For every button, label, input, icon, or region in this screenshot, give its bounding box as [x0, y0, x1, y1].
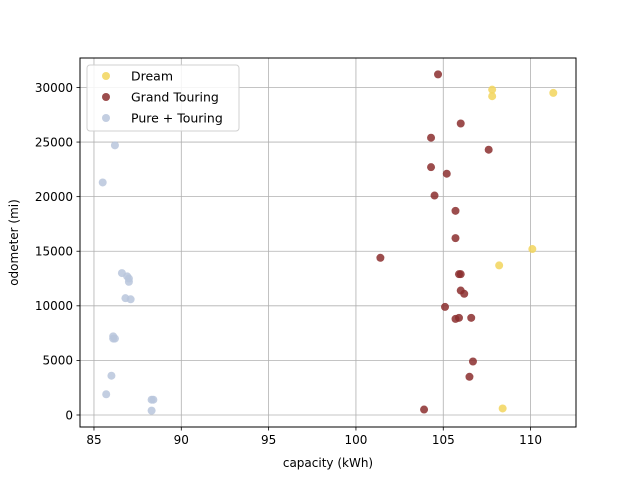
legend-label: Pure + Touring — [131, 111, 223, 126]
data-point — [376, 253, 385, 262]
data-point — [107, 371, 116, 380]
data-point — [495, 261, 504, 270]
y-tick-label: 5000 — [42, 354, 73, 368]
x-tick-label: 90 — [174, 433, 189, 447]
grid — [80, 58, 576, 427]
data-point — [451, 314, 460, 323]
data-point — [124, 277, 133, 286]
data-point — [430, 191, 439, 200]
x-tick-label: 95 — [261, 433, 276, 447]
data-point — [110, 334, 119, 343]
data-point — [451, 206, 460, 215]
y-tick-label: 10000 — [35, 299, 73, 313]
data-point — [465, 372, 474, 381]
data-point — [460, 289, 469, 298]
data-point — [456, 119, 465, 128]
data-point — [98, 178, 107, 187]
data-point — [468, 357, 477, 366]
data-point — [102, 390, 111, 399]
data-point — [126, 295, 135, 304]
data-point — [484, 145, 493, 154]
y-tick-label: 25000 — [35, 135, 73, 149]
axis-ticks: 85 90 95 100 105 110 0 5000 10000 15000 20000 25000… — [35, 81, 542, 447]
legend-label: Dream — [131, 69, 173, 84]
legend-label: Grand Touring — [131, 90, 219, 105]
data-point — [420, 405, 429, 414]
data-point — [149, 395, 158, 404]
data-points — [98, 70, 558, 415]
data-point — [528, 245, 537, 254]
plot-frame — [79, 57, 577, 428]
data-point — [451, 234, 460, 243]
x-tick-label: 100 — [344, 433, 367, 447]
data-point — [427, 163, 436, 172]
legend-marker — [102, 93, 110, 101]
x-tick-label: 85 — [86, 433, 101, 447]
data-point — [488, 85, 497, 94]
y-tick-label: 20000 — [35, 190, 73, 204]
legend-box — [86, 64, 240, 132]
data-point — [147, 406, 156, 415]
data-point — [498, 404, 507, 413]
data-point — [549, 88, 558, 97]
data-point — [442, 169, 451, 178]
legend-marker — [102, 114, 110, 122]
data-point — [488, 92, 497, 101]
legend: Dream Grand Touring Pure + Touring — [86, 64, 240, 132]
x-tick-label: 105 — [432, 433, 455, 447]
data-point — [434, 70, 443, 79]
x-axis-label: capacity (kWh) — [283, 456, 373, 470]
data-point — [427, 133, 436, 142]
data-point — [467, 313, 476, 322]
data-point — [456, 270, 465, 279]
y-tick-label: 30000 — [35, 81, 73, 95]
data-point — [441, 302, 450, 311]
data-point — [110, 141, 119, 150]
y-tick-label: 15000 — [35, 245, 73, 259]
y-axis-label: odometer (mi) — [7, 199, 21, 286]
y-tick-label: 0 — [65, 408, 73, 422]
x-tick-label: 110 — [519, 433, 542, 447]
legend-marker — [102, 72, 110, 80]
